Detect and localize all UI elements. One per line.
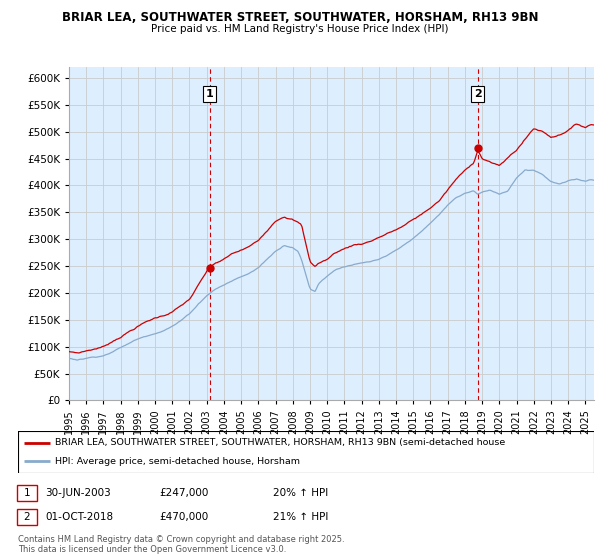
- Text: 1: 1: [206, 89, 214, 99]
- Text: 01-OCT-2018: 01-OCT-2018: [45, 512, 113, 522]
- Text: 2: 2: [474, 89, 482, 99]
- Text: 1: 1: [23, 488, 31, 498]
- Text: Contains HM Land Registry data © Crown copyright and database right 2025.
This d: Contains HM Land Registry data © Crown c…: [18, 535, 344, 554]
- Text: £470,000: £470,000: [159, 512, 208, 522]
- Text: 21% ↑ HPI: 21% ↑ HPI: [273, 512, 328, 522]
- Text: Price paid vs. HM Land Registry's House Price Index (HPI): Price paid vs. HM Land Registry's House …: [151, 24, 449, 34]
- Text: 2: 2: [23, 512, 31, 522]
- Text: HPI: Average price, semi-detached house, Horsham: HPI: Average price, semi-detached house,…: [55, 457, 301, 466]
- Text: £247,000: £247,000: [159, 488, 208, 498]
- Text: 20% ↑ HPI: 20% ↑ HPI: [273, 488, 328, 498]
- Text: BRIAR LEA, SOUTHWATER STREET, SOUTHWATER, HORSHAM, RH13 9BN: BRIAR LEA, SOUTHWATER STREET, SOUTHWATER…: [62, 11, 538, 24]
- Text: 30-JUN-2003: 30-JUN-2003: [45, 488, 111, 498]
- Text: BRIAR LEA, SOUTHWATER STREET, SOUTHWATER, HORSHAM, RH13 9BN (semi-detached house: BRIAR LEA, SOUTHWATER STREET, SOUTHWATER…: [55, 438, 506, 447]
